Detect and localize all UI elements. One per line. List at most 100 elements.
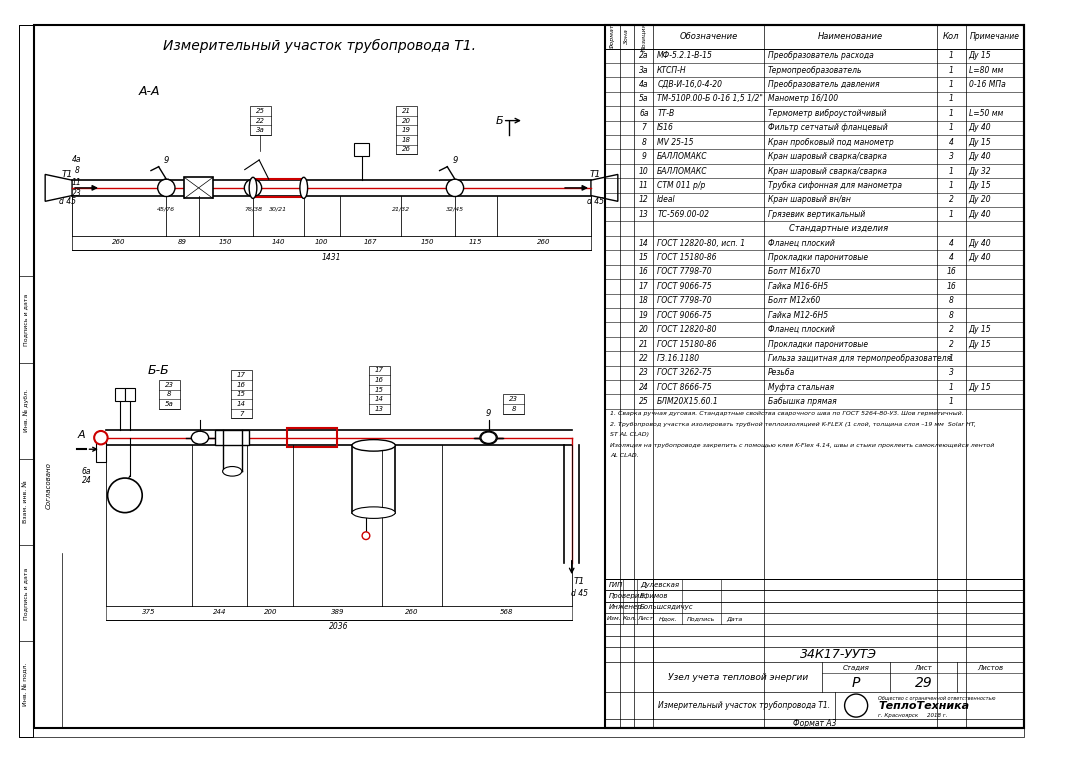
Text: 8: 8 (74, 166, 80, 175)
Text: Кран шаровый сварка/сварка: Кран шаровый сварка/сварка (768, 167, 887, 175)
Text: 2а: 2а (639, 51, 649, 60)
Text: 14: 14 (639, 239, 649, 248)
Text: 17: 17 (374, 367, 384, 373)
Ellipse shape (352, 440, 395, 451)
Text: Подпись и дата: Подпись и дата (24, 567, 28, 620)
Text: Стадия: Стадия (843, 664, 869, 671)
Circle shape (95, 431, 108, 444)
Text: 1: 1 (949, 167, 953, 175)
Text: Г3.16.1180: Г3.16.1180 (657, 354, 700, 363)
Text: 22: 22 (256, 117, 265, 123)
Text: 568: 568 (500, 609, 513, 615)
Text: 16: 16 (237, 382, 245, 388)
Text: Подпись: Подпись (688, 616, 716, 621)
Circle shape (108, 478, 142, 513)
Text: 389: 389 (331, 609, 344, 615)
Text: 23: 23 (72, 189, 82, 198)
Bar (115, 388, 125, 401)
Text: Т1: Т1 (574, 578, 585, 586)
Text: 12: 12 (639, 195, 649, 204)
Text: IS16: IS16 (657, 123, 674, 133)
Bar (606, 24, 1024, 728)
Text: 14: 14 (237, 401, 245, 407)
Text: Инв. № подл.: Инв. № подл. (24, 663, 29, 706)
Text: ТС-569.00-02: ТС-569.00-02 (657, 210, 709, 219)
Bar (96, 433, 105, 462)
Bar (502, 395, 524, 414)
Text: 23: 23 (639, 368, 649, 377)
Text: Примечание: Примечание (969, 32, 1020, 41)
Text: 23: 23 (165, 382, 173, 388)
Text: 24: 24 (82, 476, 91, 485)
Text: 8: 8 (641, 138, 647, 147)
Text: 1: 1 (949, 354, 953, 363)
Text: 8: 8 (167, 392, 171, 398)
Text: 11: 11 (639, 181, 649, 190)
Text: ГОСТ 12820-80, исп. 1: ГОСТ 12820-80, исп. 1 (657, 239, 746, 248)
Text: 4: 4 (949, 253, 953, 262)
Text: 30/21: 30/21 (269, 207, 287, 212)
Text: 17: 17 (639, 282, 649, 291)
Text: 21: 21 (639, 340, 649, 348)
Ellipse shape (300, 178, 308, 198)
Text: БАЛЛОМАКС: БАЛЛОМАКС (657, 167, 708, 175)
Text: Р: Р (852, 675, 861, 690)
Text: Фильтр сетчатый фланцевый: Фильтр сетчатый фланцевый (768, 123, 888, 133)
Text: Измерительный участок трубопровода Т1.: Измерительный участок трубопровода Т1. (162, 39, 476, 53)
Text: 1: 1 (949, 80, 953, 89)
Text: Т: Т (853, 700, 859, 706)
Bar (286, 428, 338, 447)
Text: 13: 13 (374, 406, 384, 412)
Text: 1: 1 (949, 66, 953, 75)
Text: Бабышка прямая: Бабышка прямая (768, 397, 836, 406)
Text: 23: 23 (509, 396, 518, 402)
Text: Ду 40: Ду 40 (968, 239, 991, 248)
Text: 19: 19 (401, 127, 411, 133)
Text: Ду 40: Ду 40 (968, 123, 991, 133)
Text: Позиция: Позиция (641, 22, 647, 50)
Ellipse shape (223, 466, 242, 476)
Text: Изм.: Изм. (607, 616, 621, 621)
Ellipse shape (480, 431, 497, 444)
Text: 20: 20 (639, 325, 649, 334)
Text: Гайка М16-6Н5: Гайка М16-6Н5 (768, 282, 827, 291)
Text: Трубка сифонная для манометра: Трубка сифонная для манометра (768, 181, 902, 190)
Bar (250, 106, 271, 135)
Text: Ду 15: Ду 15 (968, 383, 991, 392)
Text: 150: 150 (220, 239, 232, 245)
Text: 22: 22 (639, 354, 649, 363)
Text: Кран шаровый сварка/сварка: Кран шаровый сварка/сварка (768, 152, 887, 161)
Text: 20: 20 (401, 117, 411, 123)
Text: 9: 9 (486, 409, 492, 418)
Text: 115: 115 (469, 239, 482, 245)
Text: 5а: 5а (165, 401, 173, 407)
Text: 140: 140 (271, 239, 285, 245)
Bar (396, 106, 416, 154)
Text: Б-Б: Б-Б (147, 364, 169, 377)
Text: Термометр виброустойчивый: Термометр виброустойчивый (768, 109, 887, 118)
Text: г. Красноярск     2018 г.: г. Красноярск 2018 г. (878, 712, 948, 718)
Text: L=50 мм: L=50 мм (968, 109, 1003, 118)
Text: ГОСТ 12820-80: ГОСТ 12820-80 (657, 325, 717, 334)
Text: А: А (77, 430, 85, 440)
Text: Ду 40: Ду 40 (968, 152, 991, 161)
Text: Болт М12х60: Болт М12х60 (768, 296, 820, 306)
Text: AL CLAD.: AL CLAD. (610, 453, 639, 459)
Text: 2: 2 (949, 340, 953, 348)
Text: 10: 10 (639, 167, 649, 175)
Text: КТСП-Н: КТСП-Н (657, 66, 686, 75)
Text: Дулевская: Дулевская (640, 581, 679, 588)
Text: 21/32: 21/32 (392, 207, 410, 212)
Text: Прокладки паронитовые: Прокладки паронитовые (768, 253, 868, 262)
Bar (253, 179, 303, 197)
Text: 2036: 2036 (329, 623, 349, 632)
Bar (352, 445, 395, 513)
Text: Дата: Дата (726, 616, 742, 621)
Text: 4а: 4а (639, 80, 649, 89)
Text: 6а: 6а (639, 109, 649, 118)
Text: 4: 4 (949, 239, 953, 248)
Text: 7: 7 (239, 411, 243, 417)
Text: А-А: А-А (138, 85, 159, 98)
Text: 3а: 3а (256, 127, 265, 133)
Text: Инв. № дубл.: Инв. № дубл. (23, 389, 29, 432)
